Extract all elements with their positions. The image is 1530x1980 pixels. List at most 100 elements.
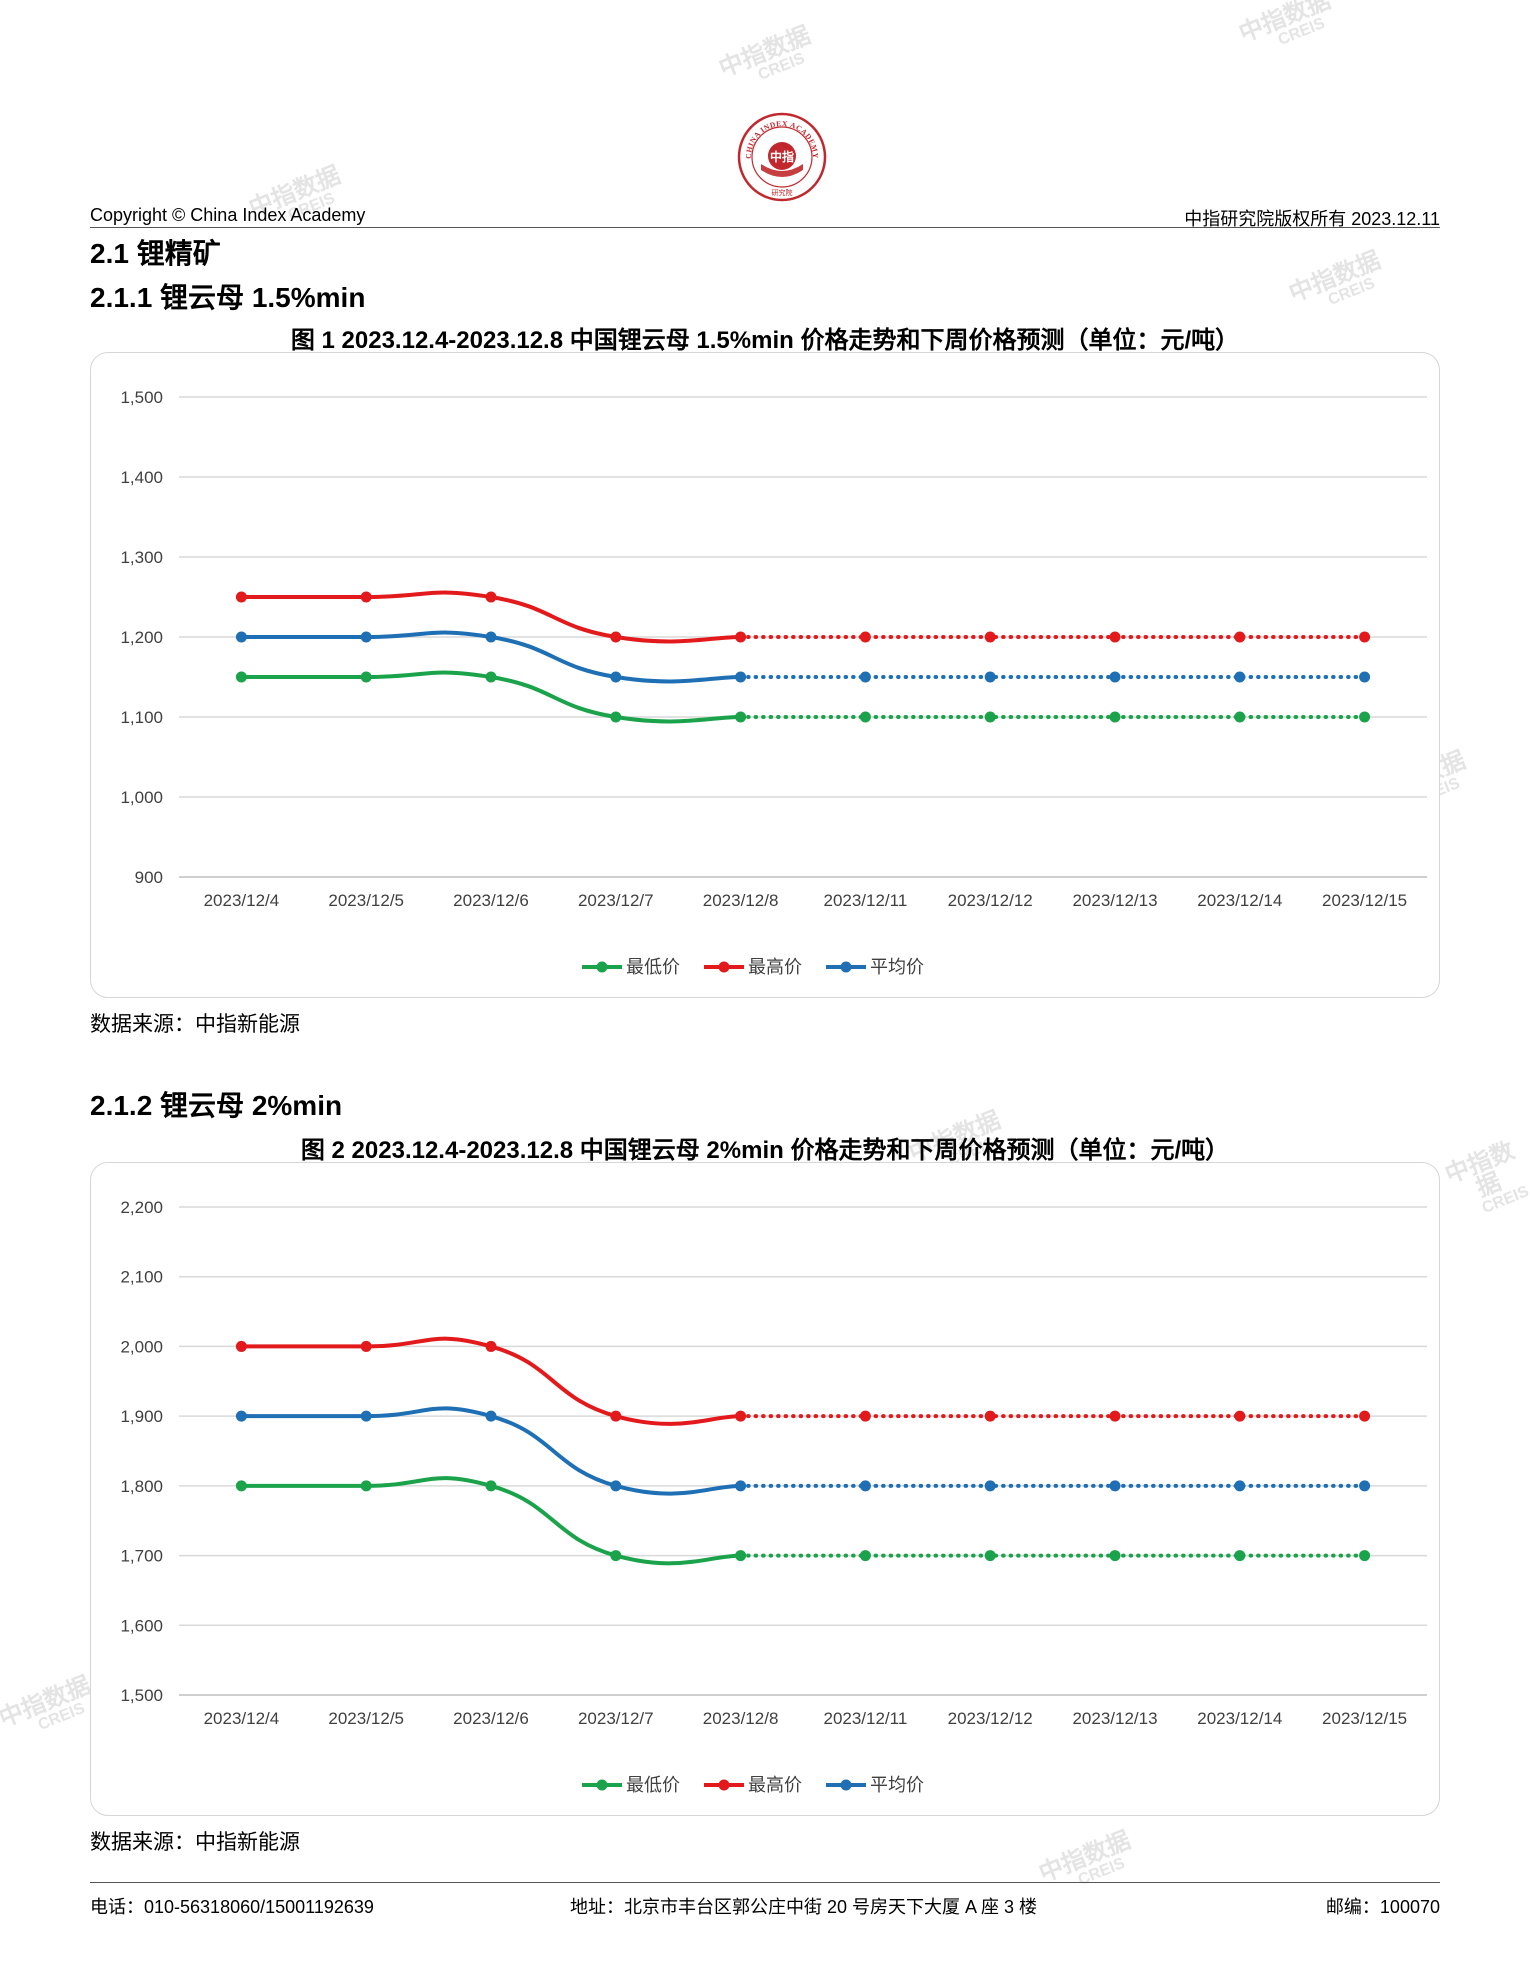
data-point (1359, 711, 1371, 723)
data-point (1109, 711, 1121, 723)
y-tick-label: 1,600 (120, 1616, 163, 1635)
x-tick-label: 2023/12/8 (703, 891, 779, 910)
x-tick-label: 2023/12/15 (1322, 1709, 1407, 1728)
legend-marker (596, 1779, 608, 1791)
data-point (360, 1410, 372, 1422)
data-point (1359, 1480, 1371, 1492)
data-point (485, 671, 497, 683)
data-point (485, 591, 497, 603)
data-point (1359, 631, 1371, 643)
x-tick-label: 2023/12/11 (823, 1709, 907, 1728)
data-point (1234, 631, 1246, 643)
legend-label: 最高价 (748, 957, 802, 978)
x-tick-label: 2023/12/5 (328, 891, 404, 910)
data-point (735, 1410, 747, 1422)
data-point (859, 711, 871, 723)
academy-logo: CHINA INDEX ACADEMY 中指 研究院 (737, 112, 827, 202)
header-divider (90, 227, 1440, 228)
data-point (984, 1550, 996, 1562)
figure-2-heading: 2.1.2 锂云母 2%min (90, 1090, 343, 1121)
x-tick-label: 2023/12/8 (703, 1709, 779, 1728)
x-tick-label: 2023/12/12 (948, 891, 1033, 910)
data-point (735, 631, 747, 643)
data-point (610, 711, 622, 723)
data-point (610, 1410, 622, 1422)
data-point (235, 631, 247, 643)
data-point (984, 711, 996, 723)
data-point (235, 1410, 247, 1422)
x-tick-label: 2023/12/14 (1197, 891, 1282, 910)
figure-1-heading: 2.1.1 锂云母 1.5%min (90, 282, 366, 313)
data-point (485, 1480, 497, 1492)
data-point (984, 671, 996, 683)
data-point (235, 591, 247, 603)
legend-label: 最低价 (626, 1775, 680, 1796)
x-tick-label: 2023/12/14 (1197, 1709, 1282, 1728)
data-point (859, 631, 871, 643)
data-point (1359, 671, 1371, 683)
chart-1: 900 1,000 1,100 1,200 1,300 1,400 1,500 2023/12… (120, 388, 1427, 978)
data-point (735, 671, 747, 683)
y-tick-label: 1,200 (120, 628, 163, 647)
x-tick-label: 2023/12/4 (204, 891, 280, 910)
legend-label: 最低价 (626, 957, 680, 978)
data-point (1234, 1550, 1246, 1562)
footer-address: 地址：北京市丰台区郭公庄中街 20 号房天下大厦 A 座 3 楼 (570, 1897, 1038, 1917)
figure-2-source: 数据来源：中指新能源 (90, 1831, 300, 1854)
legend-marker (840, 1779, 852, 1791)
figure-2-title: 图 2 2023.12.4-2023.12.8 中国锂云母 2%min 价格走势… (300, 1137, 1230, 1164)
legend-marker (718, 961, 730, 973)
legend-label: 平均价 (870, 957, 924, 978)
chart-2: 1,500 1,600 1,700 1,800 1,900 2,000 2,100 2,200… (120, 1198, 1427, 1796)
y-tick-label: 1,700 (120, 1547, 163, 1566)
data-point (1359, 1550, 1371, 1562)
y-tick-label: 1,800 (120, 1477, 163, 1496)
data-point (1109, 1480, 1121, 1492)
data-point (859, 1480, 871, 1492)
data-point (485, 631, 497, 643)
data-point (360, 1340, 372, 1352)
x-tick-label: 2023/12/5 (328, 1709, 404, 1728)
data-point (360, 591, 372, 603)
y-tick-label: 1,000 (120, 788, 163, 807)
data-point (984, 1410, 996, 1422)
logo-mark: 中指 (770, 149, 794, 164)
data-point (360, 631, 372, 643)
data-point (235, 1340, 247, 1352)
data-point (735, 711, 747, 723)
x-tick-label: 2023/12/6 (453, 1709, 529, 1728)
x-tick-label: 2023/12/7 (578, 891, 654, 910)
x-tick-label: 2023/12/15 (1322, 891, 1407, 910)
legend-marker (596, 961, 608, 973)
copyright-text: Copyright © China Index Academy (90, 205, 366, 225)
data-point (235, 671, 247, 683)
data-point (1234, 711, 1246, 723)
legend-marker (840, 961, 852, 973)
y-tick-label: 2,100 (120, 1268, 163, 1287)
data-point (610, 631, 622, 643)
chart-2-box: 1,500 1,600 1,700 1,800 1,900 2,000 2,100 2,200… (90, 1162, 1440, 1816)
y-tick-label: 1,400 (120, 468, 163, 487)
data-point (1109, 631, 1121, 643)
legend-marker (718, 1779, 730, 1791)
x-tick-label: 2023/12/13 (1072, 1709, 1157, 1728)
data-point (360, 1480, 372, 1492)
data-point (984, 631, 996, 643)
data-point (859, 1410, 871, 1422)
y-tick-label: 2,200 (120, 1198, 163, 1217)
legend-label: 平均价 (870, 1775, 924, 1796)
data-point (360, 671, 372, 683)
data-point (485, 1410, 497, 1422)
data-point (1234, 1480, 1246, 1492)
x-tick-label: 2023/12/13 (1072, 891, 1157, 910)
data-point (610, 1550, 622, 1562)
data-point (984, 1480, 996, 1492)
data-point (1109, 1410, 1121, 1422)
data-point (1109, 1550, 1121, 1562)
data-point (1234, 1410, 1246, 1422)
